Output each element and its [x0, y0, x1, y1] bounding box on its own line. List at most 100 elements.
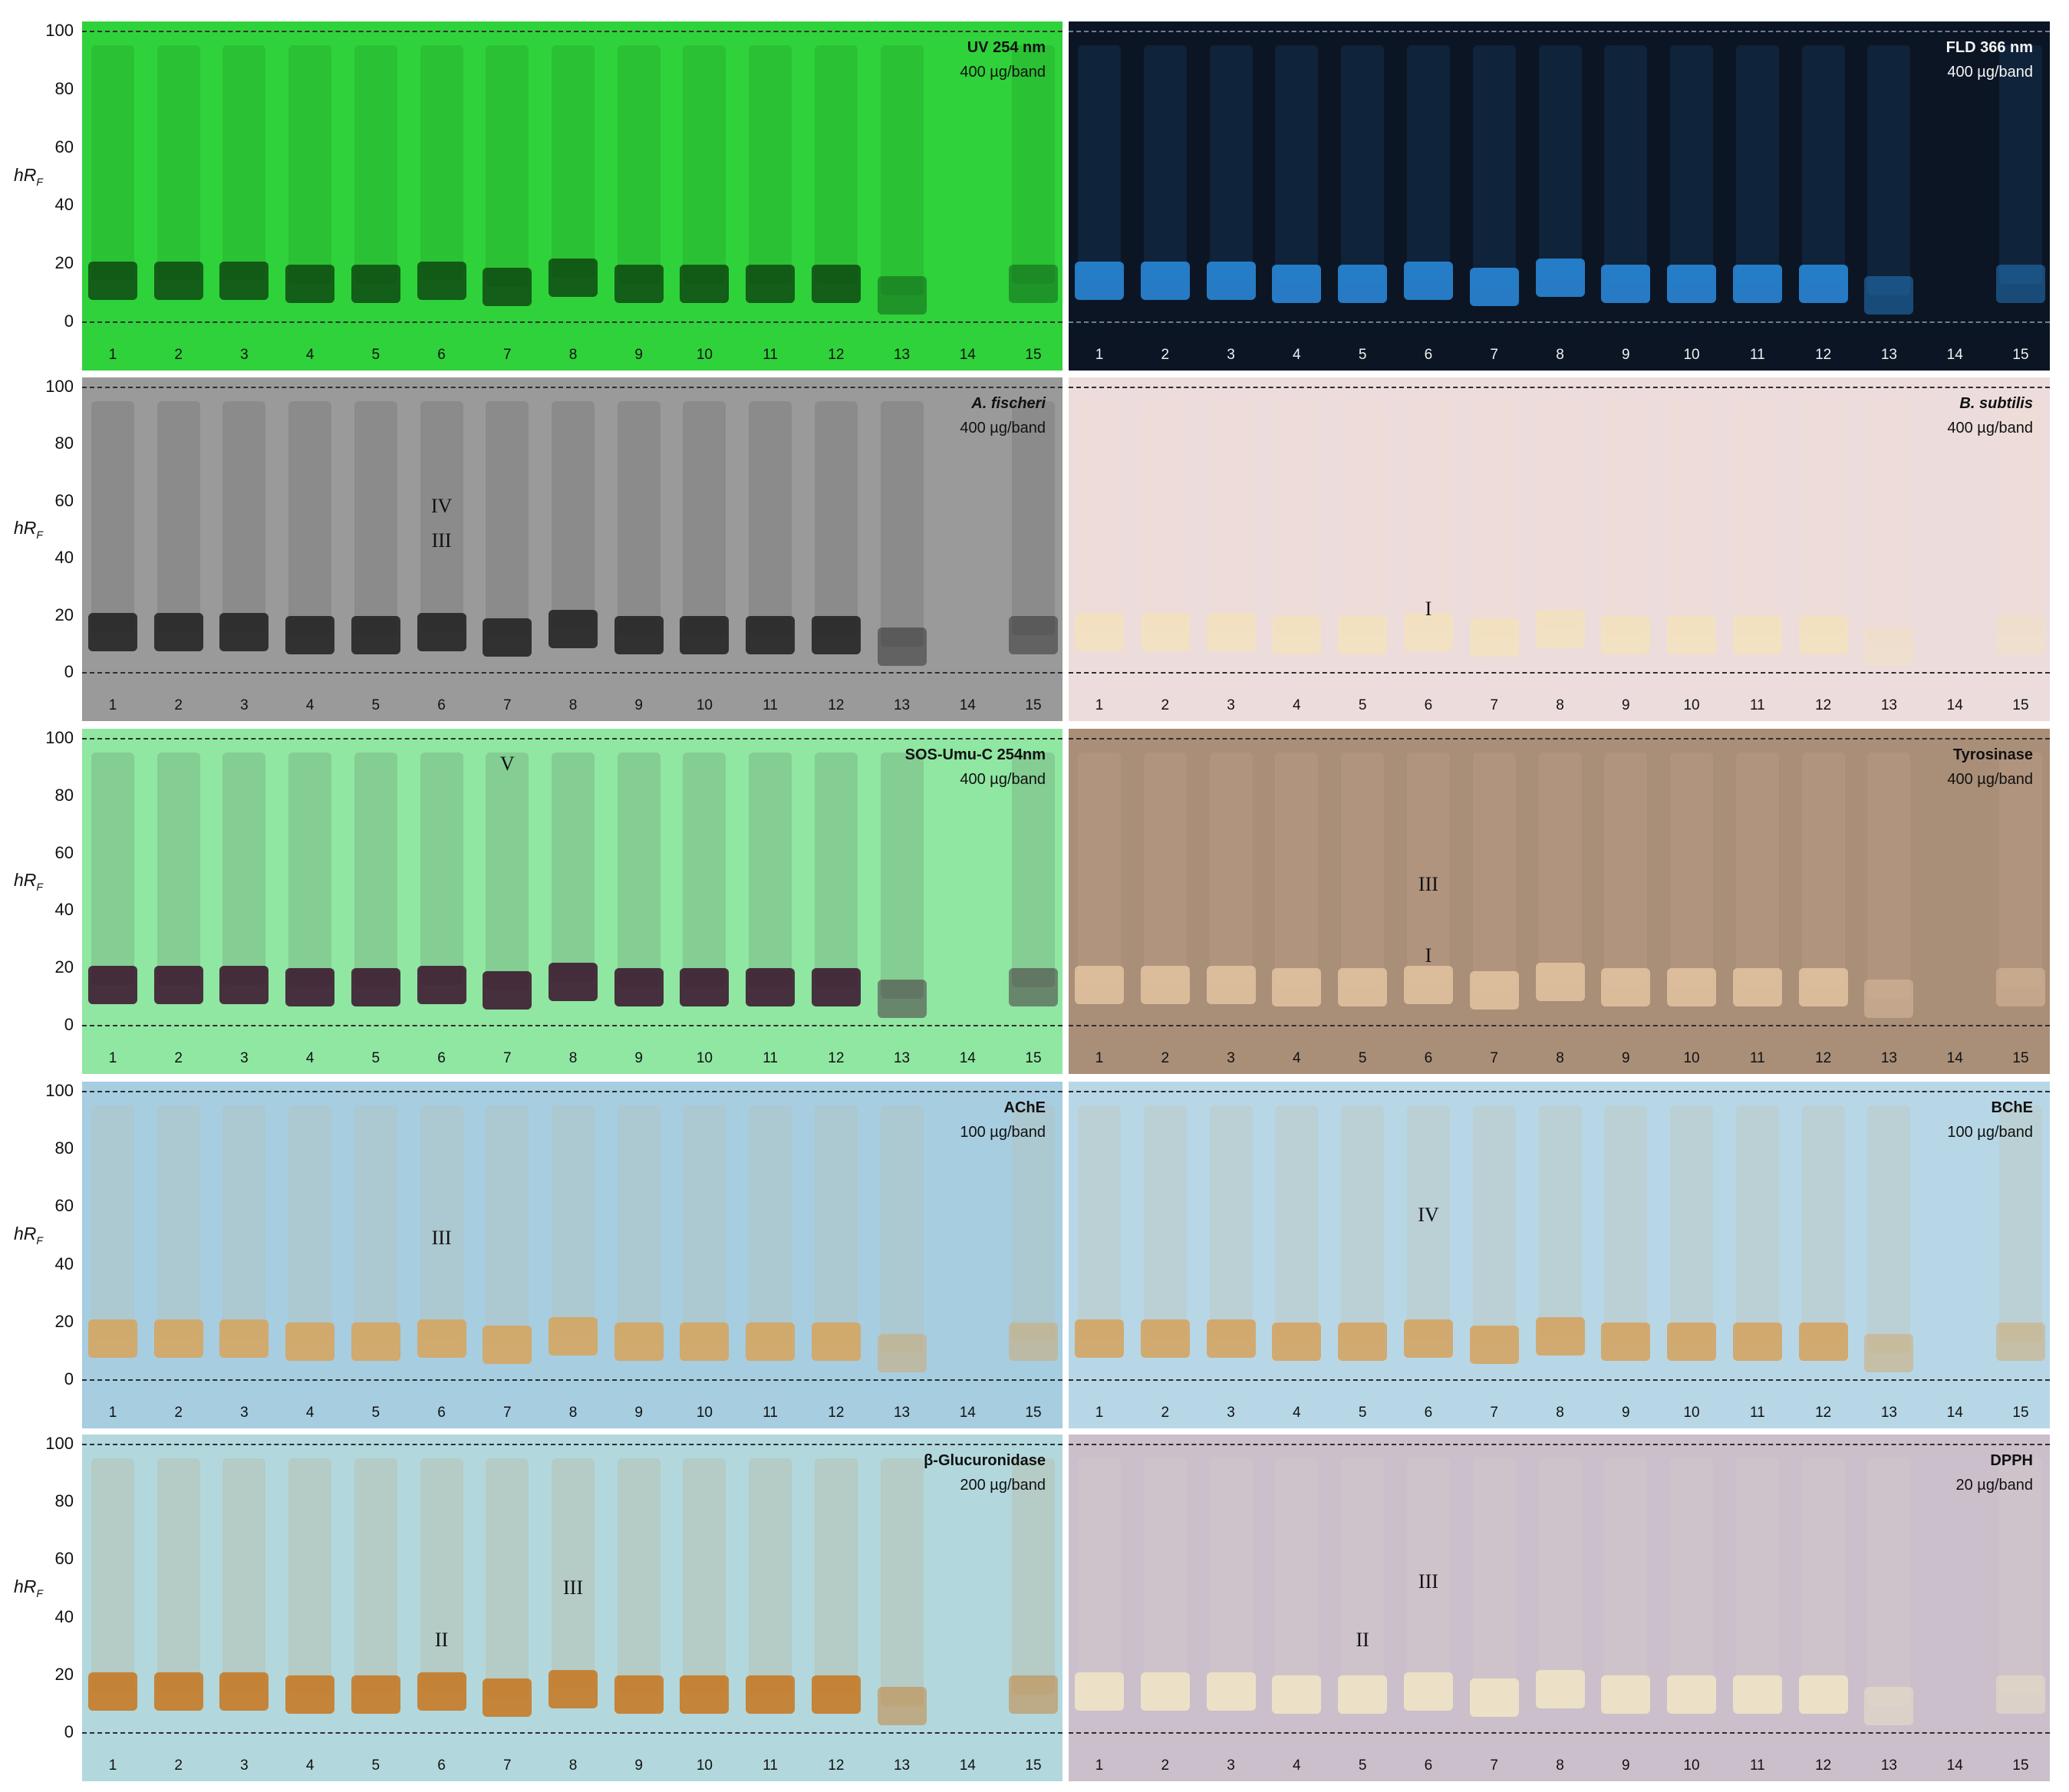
sample-band	[285, 615, 335, 654]
sample-band	[1864, 1687, 1914, 1726]
axis-tick-label: 100	[45, 1434, 74, 1453]
axis-title-subscript: F	[36, 175, 43, 188]
lane-number: 5	[1358, 1405, 1367, 1421]
sample-band	[417, 1319, 466, 1359]
sample-band	[1469, 267, 1519, 306]
lane-number: 8	[1556, 1405, 1564, 1421]
sample-band	[88, 261, 137, 300]
sample-band	[1206, 1672, 1256, 1711]
sample-band	[1075, 261, 1124, 300]
axis-tick-label: 20	[54, 1311, 74, 1331]
plate-title: Tyrosinase	[1952, 746, 2033, 763]
sample-band	[680, 1675, 730, 1715]
lane-number: 5	[371, 1405, 381, 1421]
lane-number: 7	[1490, 1050, 1498, 1066]
lane-smear	[1078, 752, 1121, 985]
axis-tick-label: 40	[54, 548, 74, 568]
sample-band	[1140, 261, 1190, 300]
lane-smear	[222, 44, 266, 281]
sample-band	[1798, 264, 1848, 303]
sample-band	[1206, 1319, 1256, 1359]
lane-number: 6	[1424, 1405, 1433, 1421]
sample-band	[1403, 261, 1453, 300]
zone-marker: IV	[430, 495, 453, 518]
hrf-axis: 100 80 60 40 20 0 hRF	[0, 21, 80, 371]
lane-number: 2	[1161, 697, 1170, 713]
lane-number: 6	[437, 1050, 446, 1066]
lane-smear	[1341, 1458, 1385, 1695]
lane-number: 9	[1621, 1405, 1630, 1421]
lane-number: 13	[893, 697, 911, 713]
lane-smear	[1670, 752, 1714, 988]
lane-number: 9	[634, 1405, 643, 1421]
sample-band	[417, 965, 466, 1004]
sample-band	[1075, 612, 1124, 651]
lane-smear	[1735, 44, 1779, 284]
lane-number: 5	[371, 1757, 381, 1774]
sample-band	[1140, 1672, 1190, 1711]
lane-smear	[420, 1105, 463, 1339]
lane-smear	[354, 752, 397, 988]
axis-tick-label: 60	[54, 842, 74, 862]
axis-tick-label: 80	[54, 433, 74, 453]
lane-number: 7	[502, 347, 512, 363]
sample-band	[811, 264, 861, 303]
lane-smear	[1341, 752, 1385, 988]
lane-number: 8	[1556, 347, 1564, 363]
lane-number: 15	[2012, 697, 2029, 713]
lane-smear	[1209, 400, 1253, 632]
lane-number: 8	[568, 697, 578, 713]
lane-number: 6	[437, 697, 446, 713]
lane-number: 6	[1424, 1757, 1433, 1774]
sample-band	[1338, 968, 1388, 1007]
sample-band	[877, 1687, 927, 1726]
lane-number: 8	[568, 1405, 578, 1421]
lane-number: 2	[1161, 347, 1170, 363]
lane-number: 11	[763, 1757, 778, 1774]
lane-number: 3	[240, 1405, 249, 1421]
plate-background	[1069, 729, 2050, 1074]
plate-background	[82, 729, 1063, 1074]
lane-smear	[288, 1458, 332, 1695]
plate-title-block: B. subtilis 400 µg/band	[1947, 391, 2033, 440]
lane-smear	[1867, 752, 1911, 1000]
lane-number: 3	[1227, 1757, 1235, 1774]
sample-band	[219, 965, 269, 1004]
sample-band	[549, 1316, 598, 1356]
lane-smear	[1999, 44, 2042, 284]
sample-band	[153, 1672, 203, 1711]
axis-tick-label: 60	[54, 137, 74, 156]
application-line	[1069, 1025, 2050, 1026]
sample-band	[219, 612, 269, 651]
lane-smear	[1012, 400, 1055, 635]
sample-band	[285, 968, 335, 1007]
solvent-front-line	[1069, 1444, 2050, 1445]
lane-number: 3	[240, 697, 249, 713]
lane-smear	[1341, 1105, 1385, 1342]
lane-number: 10	[1683, 1050, 1700, 1066]
axis-tick-label: 80	[54, 785, 74, 805]
lane-number: 11	[763, 697, 778, 713]
lane-smear	[288, 1105, 332, 1342]
lane-smear	[880, 44, 924, 295]
plate-title: BChE	[1991, 1099, 2033, 1116]
sample-band	[811, 1675, 861, 1715]
lane-number: 1	[1095, 1757, 1104, 1774]
sample-band	[1601, 264, 1651, 303]
axis-title: hRF	[14, 1224, 43, 1247]
zone-marker: II	[1356, 1628, 1369, 1651]
sample-band	[351, 615, 400, 654]
lane-smear	[91, 752, 134, 985]
zone-marker: III	[431, 529, 452, 552]
plate-dose: 100 µg/band	[1947, 1124, 2033, 1141]
sample-band	[549, 1669, 598, 1708]
sample-band	[219, 1672, 269, 1711]
lane-number: 3	[1227, 697, 1235, 713]
sample-band	[614, 615, 664, 654]
lane-smear	[1406, 1458, 1450, 1692]
lane-number: 11	[1749, 697, 1765, 713]
lane-number: 1	[1095, 697, 1104, 713]
lane-smear	[1735, 1458, 1779, 1695]
sample-band	[549, 962, 598, 1001]
lane-number: 8	[568, 347, 578, 363]
